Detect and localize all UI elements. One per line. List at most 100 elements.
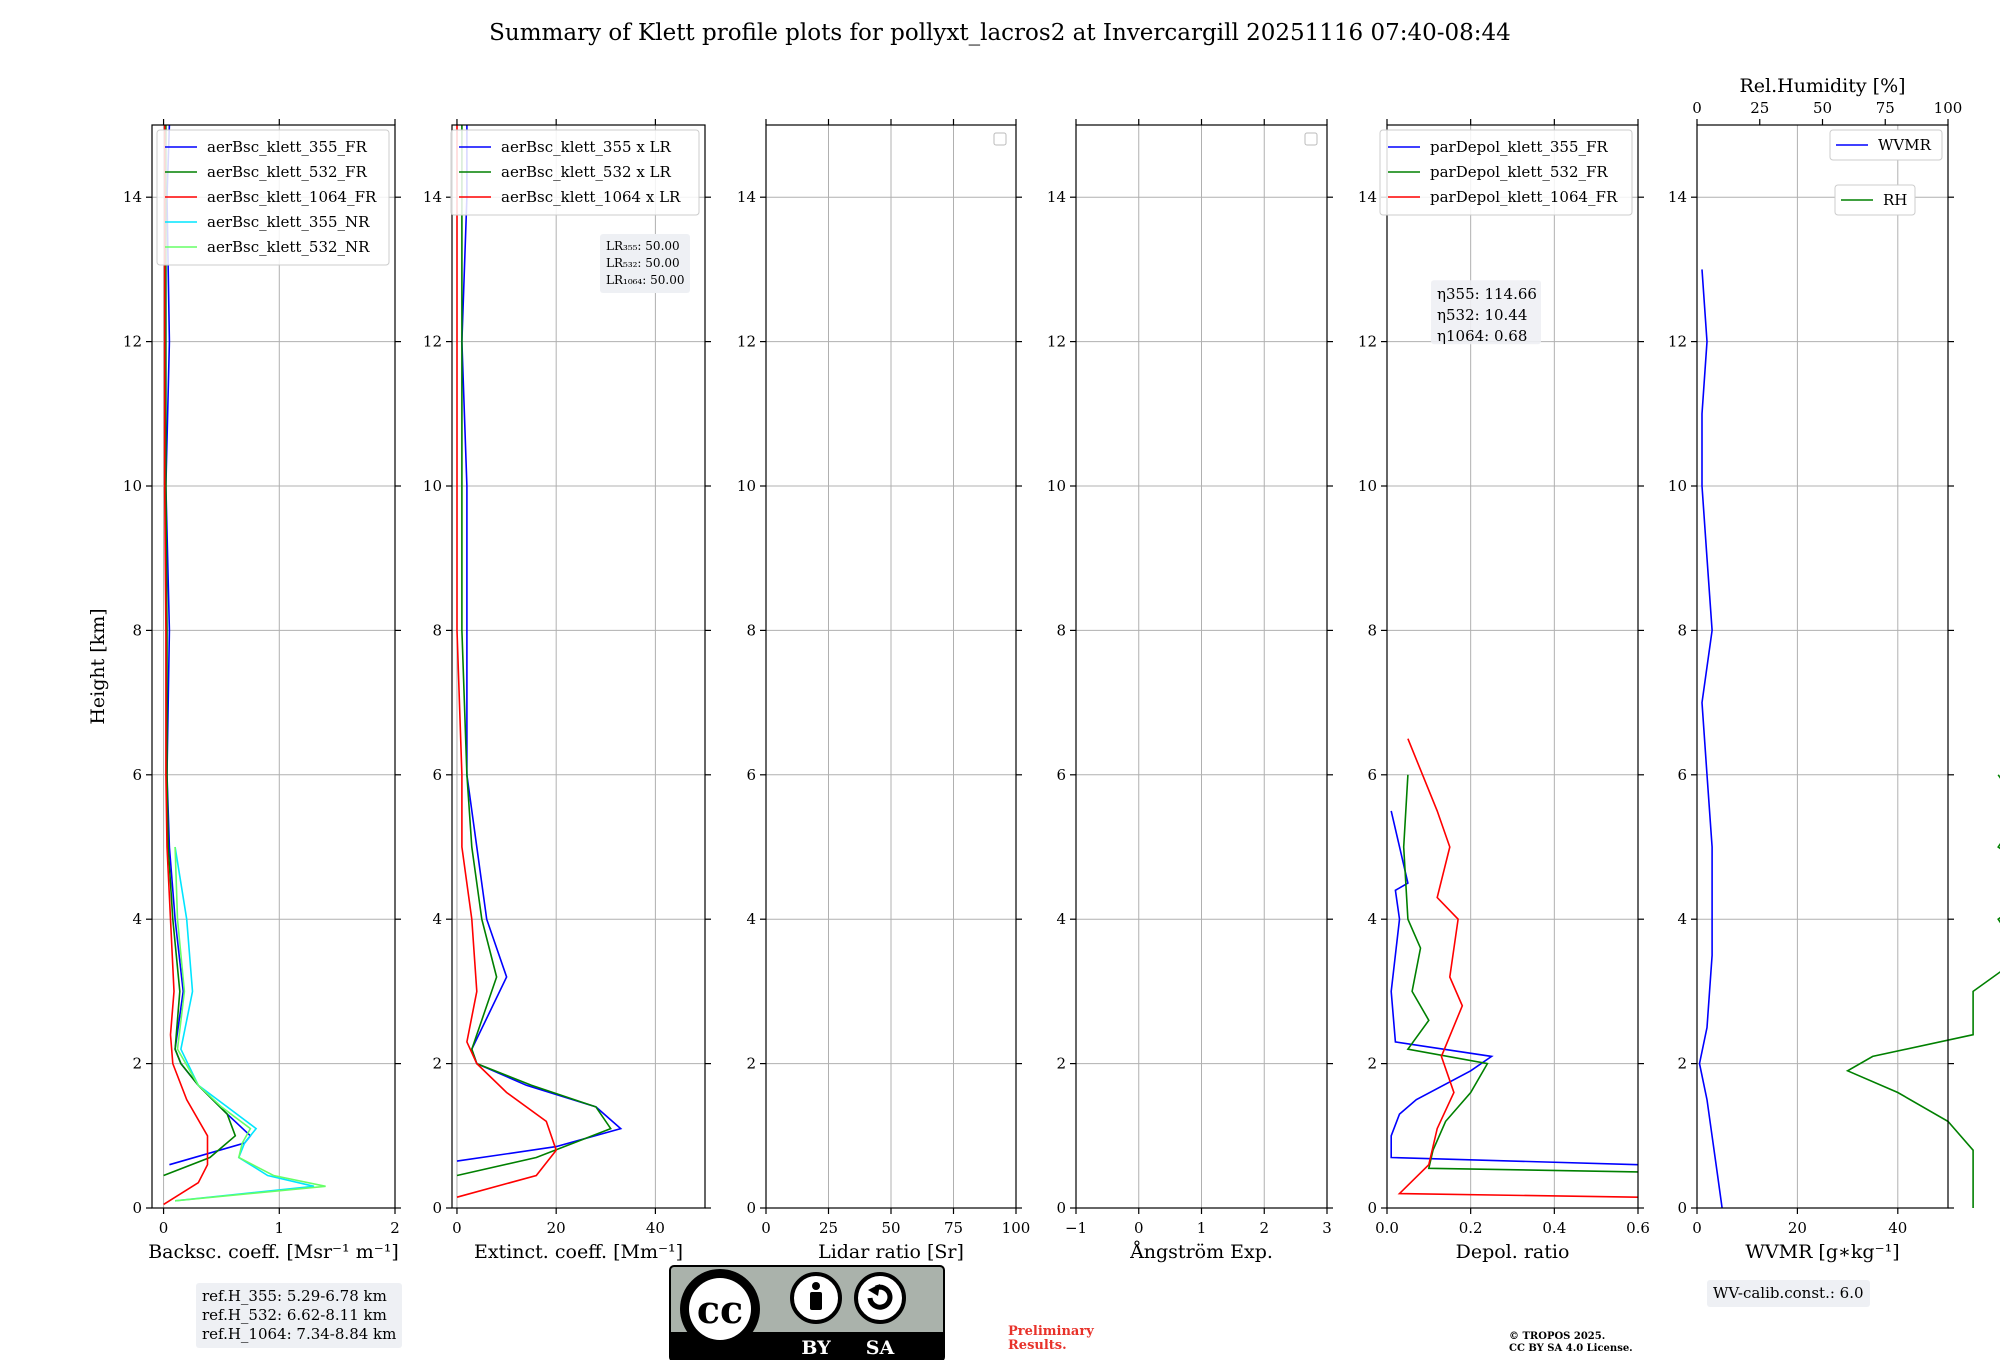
x-axis-label: Lidar ratio [Sr] [818, 1241, 964, 1263]
series-line-aerBsc_klett_355 x LR [456, 125, 623, 1162]
y-tick-label: 14 [737, 188, 756, 206]
legend-label: aerBsc_klett_355_NR [207, 213, 370, 231]
x-axis-label: Backsc. coeff. [Msr⁻¹ m⁻¹] [148, 1241, 399, 1263]
y-tick-label: 10 [1047, 477, 1066, 495]
x-tick-label: 0.0 [1375, 1219, 1399, 1237]
y-tick-label: 12 [1358, 333, 1377, 351]
ref-height-box: ref.H_355: 5.29-6.78 km ref.H_532: 6.62-… [196, 1283, 403, 1348]
empty-legend-box [1304, 132, 1318, 146]
x2-tick-label: 50 [1813, 99, 1832, 117]
y-tick-label: 12 [123, 333, 142, 351]
series-line-aerBsc_klett_532_FR [163, 125, 237, 1177]
empty-legend-box [993, 132, 1007, 146]
series-line-aerBsc_klett_1064 x LR [456, 125, 558, 1198]
x-tick-label: 0 [761, 1219, 771, 1237]
y-tick-label: 12 [737, 333, 756, 351]
axes-frame [151, 124, 396, 1209]
by-label: BY [801, 1337, 831, 1359]
y-tick-label: 6 [132, 766, 142, 784]
y-tick-label: 4 [1056, 910, 1066, 928]
y-tick-label: 4 [1367, 910, 1377, 928]
y-tick-label: 14 [1668, 188, 1687, 206]
y-tick-label: 14 [1047, 188, 1066, 206]
legend-label: aerBsc_klett_1064 x LR [501, 188, 681, 206]
cc-license-logo: cc BY SA [669, 1265, 945, 1360]
copyright-note: © TROPOS 2025. CC BY SA 4.0 License. [1509, 1331, 1633, 1354]
x-axis-label: Extinct. coeff. [Mm⁻¹] [474, 1241, 683, 1263]
x-tick-label: 3 [1322, 1219, 1332, 1237]
y-tick-label: 10 [423, 477, 442, 495]
series-line-aerBsc_klett_1064_FR [163, 125, 209, 1206]
series-line-aerBsc_klett_532_NR [174, 846, 326, 1202]
x-tick-label: 40 [646, 1219, 665, 1237]
x2-tick-label: 25 [1750, 99, 1769, 117]
y-tick-label: 0 [1056, 1199, 1066, 1217]
y-tick-label: 4 [746, 910, 756, 928]
lr-355: LR₃₅₅: 50.00 [606, 239, 680, 253]
legend: aerBsc_klett_355 x LR aerBsc_klett_532 x … [450, 129, 700, 216]
y-tick-label: 2 [1367, 1055, 1377, 1073]
series-line-aerBsc_klett_355_FR [165, 124, 252, 1166]
x-tick-label: 0.2 [1459, 1219, 1483, 1237]
series-line-RH [1845, 774, 2000, 1208]
y-tick-label: 6 [1677, 766, 1687, 784]
y-tick-label: 6 [1056, 766, 1066, 784]
legend-label: WVMR [1878, 136, 1932, 154]
y-tick-label: 12 [1668, 333, 1687, 351]
legend-label: parDepol_klett_1064_FR [1430, 188, 1618, 206]
legend-label: aerBsc_klett_355 x LR [501, 138, 672, 156]
legend-label: aerBsc_klett_355_FR [207, 138, 367, 156]
axes-frame [1696, 124, 1949, 1209]
y-tick-label: 2 [432, 1055, 442, 1073]
lr-1064: LR₁₀₆₄: 50.00 [606, 273, 685, 287]
x-axis-label: Depol. ratio [1456, 1241, 1570, 1263]
y-tick-label: 0 [432, 1199, 442, 1217]
panel-5: 0.0 0.2 0.4 0.6 0 2 4 6 8 10 12 14 Depol. ratio parDe… [1358, 119, 1650, 1263]
y-tick-label: 2 [132, 1055, 142, 1073]
legend-box [156, 129, 390, 266]
annotation-text: η532: 10.44 [1437, 306, 1527, 324]
y-tick-label: 0 [1677, 1199, 1687, 1217]
x-tick-label: 1 [275, 1219, 285, 1237]
legend-label: aerBsc_klett_532_FR [207, 163, 367, 181]
legend-label: aerBsc_klett_1064_FR [207, 188, 377, 206]
wv-calib-box: WV-calib.const.: 6.0 [1707, 1280, 1870, 1307]
legend-box [450, 129, 700, 216]
series-line-aerBsc_klett_355_NR [174, 846, 315, 1202]
x-tick-label: 100 [1002, 1219, 1031, 1237]
x-tick-label: 25 [819, 1219, 838, 1237]
legend-label: aerBsc_klett_532_NR [207, 238, 370, 256]
y-tick-label: 4 [432, 910, 442, 928]
x-tick-label: 75 [944, 1219, 963, 1237]
lr-532: LR₅₃₂: 50.00 [606, 256, 680, 270]
legend-box [1379, 129, 1633, 216]
legend-label: aerBsc_klett_532 x LR [501, 163, 672, 181]
y-tick-label: 0 [746, 1199, 756, 1217]
x-tick-label: 20 [547, 1219, 566, 1237]
figure-title: Summary of Klett profile plots for polly… [489, 20, 1511, 46]
ref-h-532: ref.H_532: 6.62-8.11 km [202, 1306, 387, 1324]
x-tick-label: 0 [452, 1219, 462, 1237]
x-tick-label: 20 [1788, 1219, 1807, 1237]
x-tick-label: 2 [1259, 1219, 1269, 1237]
x-tick-label: 0.6 [1626, 1219, 1650, 1237]
preliminary-note: Preliminary Results. [1008, 1324, 1094, 1353]
cc-logo-text: cc [697, 1287, 743, 1332]
y-tick-label: 6 [432, 766, 442, 784]
y-tick-label: 14 [123, 188, 142, 206]
axes-frame [451, 124, 706, 1209]
axes-frame [1386, 124, 1639, 1209]
lr-info-box: LR₃₅₅: 50.00 LR₅₃₂: 50.00 LR₁₀₆₄: 50.00 [600, 234, 691, 293]
y-tick-label: 14 [423, 188, 442, 206]
y-tick-label: 8 [1367, 621, 1377, 639]
y-tick-label: 10 [1668, 477, 1687, 495]
legend-label: parDepol_klett_355_FR [1430, 138, 1608, 156]
y-tick-label: 2 [1056, 1055, 1066, 1073]
annotation-text: η355: 114.66 [1437, 285, 1537, 303]
legend-rh: RH [1834, 184, 1916, 216]
ref-h-355: ref.H_355: 5.29-6.78 km [202, 1287, 387, 1305]
x-tick-label: 40 [1888, 1219, 1907, 1237]
